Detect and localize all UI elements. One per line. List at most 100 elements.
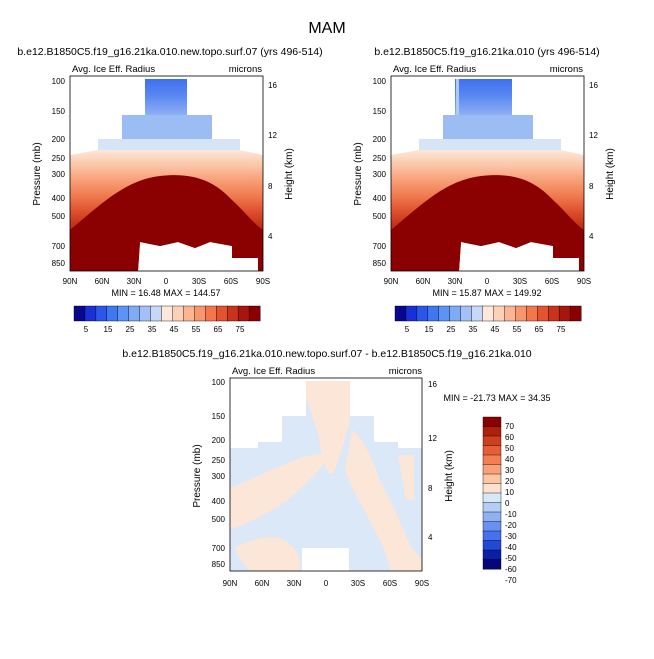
stats-label: MIN = 15.87 MAX = 149.92	[432, 288, 541, 298]
colorbar-swatch	[482, 483, 502, 494]
colorbar-label: 35	[469, 325, 478, 334]
y2-axis-ticks: 16 12 8 4	[268, 81, 277, 241]
y-axis-title: Pressure (mb)	[192, 444, 203, 507]
colorbar-swatch	[493, 305, 505, 322]
colorbar-swatch	[95, 305, 108, 322]
colorbar-label: 60	[505, 433, 514, 442]
colorbar-swatch	[248, 305, 261, 322]
x-tick-label: 90S	[577, 277, 591, 286]
pale-orange-upper-right	[398, 455, 414, 500]
colorbar-label: -60	[505, 565, 517, 574]
plot-frame	[69, 75, 264, 272]
x-tick-label: 90N	[63, 277, 78, 286]
y-tick-label: 200	[373, 135, 387, 144]
y2-tick-label: 4	[428, 533, 433, 542]
colorbar-label: 65	[214, 325, 223, 334]
y-tick-label: 700	[52, 242, 66, 251]
colorbar-label: 75	[236, 325, 245, 334]
y-tick-label: 100	[212, 378, 226, 387]
y-tick-label: 500	[52, 212, 66, 221]
y-tick-label: 150	[212, 412, 226, 421]
tropo-blue-upper	[145, 79, 187, 115]
y2-tick-label: 8	[428, 484, 433, 493]
units-label: microns	[229, 64, 263, 75]
colorbar-swatch	[438, 305, 451, 322]
x-tick-label: 90N	[384, 277, 399, 286]
x-tick-label: 90N	[223, 579, 238, 588]
pale-orange-left	[230, 453, 330, 530]
plot-area	[229, 377, 423, 572]
colorbar-swatch	[205, 305, 217, 322]
panel-title: b.e12.B1850C5.f19_g16.21ka.010.new.topo.…	[122, 348, 531, 360]
colorbar-swatch	[128, 305, 141, 322]
y-axis-ticks: 100 150 200 250 300 400 500 700 850	[212, 378, 226, 569]
colorbar-swatch	[482, 521, 502, 532]
colorbar-label: 25	[447, 325, 456, 334]
red-contour-dome	[70, 175, 263, 271]
colorbar-label: 15	[104, 325, 113, 334]
y-tick-label: 850	[212, 560, 226, 569]
colorbar-label: -10	[505, 510, 517, 519]
page-title: MAM	[308, 20, 345, 37]
pale-orange-tropo	[306, 381, 350, 475]
x-tick-label: 0	[324, 579, 329, 588]
pale-orange-lower-left	[235, 537, 300, 571]
colorbar-swatch	[526, 305, 538, 322]
colorbar-swatch	[405, 305, 418, 322]
y-tick-label: 300	[52, 170, 66, 179]
x-tick-label: 90S	[415, 579, 429, 588]
y2-tick-label: 12	[589, 131, 598, 140]
colorbar-swatch	[547, 305, 560, 322]
y-tick-label: 150	[373, 107, 387, 116]
colorbar-swatch	[471, 305, 484, 322]
panel-difference: b.e12.B1850C5.f19_g16.21ka.010.new.topo.…	[122, 348, 550, 588]
units-label: microns	[550, 64, 584, 75]
variable-label: Avg. Ice Eff. Radius	[72, 64, 155, 75]
colorbar-label: -70	[505, 576, 517, 585]
colorbar-swatch	[183, 305, 195, 322]
y-tick-label: 250	[373, 154, 387, 163]
tropo-blue-upper	[455, 79, 512, 115]
y-tick-label: 100	[52, 77, 66, 86]
y-tick-label: 400	[373, 194, 387, 203]
y2-tick-label: 12	[428, 434, 437, 443]
colorbar-swatch	[449, 305, 462, 322]
y2-axis-ticks: 16 12 8 4	[428, 380, 437, 542]
colorbar-swatch	[482, 426, 502, 437]
panel-upper-left: b.e12.B1850C5.f19_g16.21ka.010.new.topo.…	[17, 46, 322, 334]
colorbar-swatch	[515, 305, 527, 322]
y-tick-label: 400	[52, 194, 66, 203]
colorbar-swatch	[482, 473, 502, 485]
y2-tick-label: 8	[589, 182, 594, 191]
plot-frame	[390, 75, 585, 272]
y2-axis-ticks: 16 12 8 4	[589, 81, 598, 241]
x-tick-label: 90S	[256, 277, 270, 286]
colorbar-label: 35	[148, 325, 157, 334]
colorbar-label: 10	[505, 488, 514, 497]
x-tick-label: 30S	[351, 579, 365, 588]
colorbar-swatch	[226, 305, 239, 322]
y-axis-title: Pressure (mb)	[353, 142, 364, 205]
plot-area	[69, 75, 264, 272]
colorbar-swatch	[482, 435, 502, 447]
colorbar-swatch	[482, 416, 502, 428]
colorbar-swatch	[237, 305, 250, 322]
y2-axis-title: Height (km)	[444, 450, 455, 502]
colorbar-label: 25	[126, 325, 135, 334]
plot-frame	[229, 377, 423, 572]
y-tick-label: 700	[373, 242, 387, 251]
pale-orange-right	[345, 430, 422, 571]
colorbar-swatch	[460, 305, 473, 322]
colorbar-swatch	[482, 445, 502, 456]
y-tick-label: 850	[373, 259, 387, 268]
colorbar-swatch	[482, 530, 502, 542]
colorbar-swatch	[117, 305, 130, 322]
colorbar-swatch	[482, 540, 502, 551]
y-tick-label: 850	[52, 259, 66, 268]
x-axis-ticks: 90N 60N 30N 0 30S 60S 90S	[223, 579, 429, 588]
colorbar-label: -40	[505, 543, 517, 552]
colorbar-swatch	[416, 305, 429, 322]
y2-tick-label: 16	[589, 81, 598, 90]
y-tick-label: 200	[52, 135, 66, 144]
